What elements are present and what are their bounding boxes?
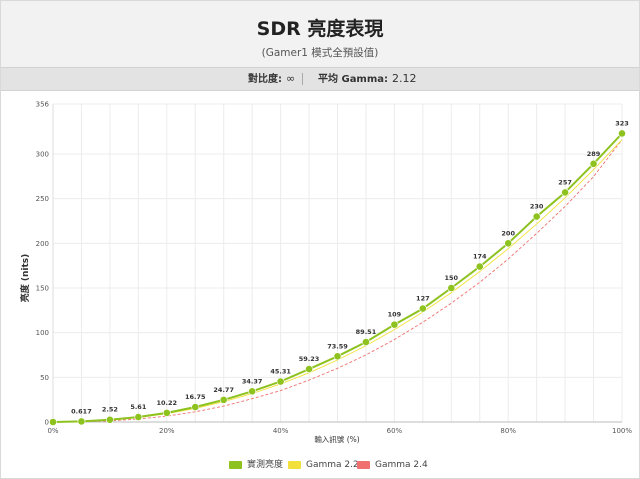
x-tick-label: 20% [159, 427, 175, 435]
legend-item-gamma22[interactable]: Gamma 2.2 [288, 459, 359, 473]
data-point-measured [418, 304, 427, 313]
chart-header: SDR 亮度表現 (Gamer1 模式全預設值) [1, 1, 639, 67]
info-separator [302, 73, 303, 85]
data-label-measured: 200 [501, 229, 515, 237]
x-tick-label: 0% [47, 427, 58, 435]
legend-swatch-gamma24 [357, 460, 370, 469]
x-tick-label: 60% [387, 427, 403, 435]
data-label-measured: 16.75 [185, 393, 206, 401]
contrast-value: ∞ [286, 72, 296, 85]
y-tick-label: 250 [36, 195, 49, 203]
data-point-measured [333, 352, 342, 361]
data-label-measured: 24.77 [213, 386, 234, 394]
contrast-label: 對比度: [248, 74, 282, 85]
legend-item-measured[interactable]: 實測亮度 [229, 459, 283, 473]
legend-label-gamma22: Gamma 2.2 [306, 460, 359, 470]
data-label-measured: 150 [445, 274, 459, 282]
chart-title: SDR 亮度表現 [256, 18, 384, 40]
data-point-measured [362, 338, 370, 346]
data-point-measured [475, 262, 484, 271]
data-label-measured: 73.59 [327, 342, 348, 350]
x-tick-label: 100% [612, 427, 632, 435]
data-point-measured [219, 395, 228, 404]
data-point-measured [532, 212, 541, 221]
data-label-measured: 257 [558, 178, 572, 186]
gamma-info: 平均 Gamma: 2.12 [318, 68, 417, 90]
legend-label-measured: 實測亮度 [247, 460, 284, 470]
y-tick-label: 150 [36, 285, 49, 293]
data-label-measured: 127 [416, 295, 430, 303]
data-point-measured [504, 239, 513, 248]
chart-subtitle: (Gamer1 模式全預設值) [261, 47, 379, 59]
data-label-measured: 323 [615, 119, 629, 127]
x-axis-title: 輸入訊號 (%) [314, 434, 359, 444]
y-tick-label: 300 [36, 151, 49, 159]
data-label-measured: 230 [530, 203, 544, 211]
data-label-measured: 174 [473, 253, 487, 261]
data-label-measured: 34.37 [242, 377, 263, 385]
x-tick-label: 80% [500, 427, 516, 435]
y-tick-label: 356 [36, 101, 50, 109]
contrast-info: 對比度: ∞ [248, 68, 295, 90]
data-point-measured [49, 418, 57, 426]
x-tick-label: 40% [273, 427, 289, 435]
data-point-measured [248, 387, 257, 396]
data-label-measured: 10.22 [157, 399, 178, 407]
data-label-measured: 89.51 [356, 328, 377, 336]
data-point-measured [134, 413, 143, 421]
data-label-measured: 0.617 [71, 407, 92, 415]
axes: 0 50 100 150 200 250 300 356 0% 20% 40% 60% 80% 100% [36, 101, 633, 436]
legend-item-gamma24[interactable]: Gamma 2.4 [357, 459, 428, 473]
data-label-measured: 45.31 [270, 368, 291, 376]
data-label-measured: 289 [587, 150, 601, 158]
data-point-measured [191, 403, 200, 411]
gamma-value: 2.12 [392, 72, 417, 85]
data-point-measured [276, 377, 285, 386]
data-point-measured [305, 365, 313, 373]
data-point-measured [561, 188, 569, 197]
data-label-measured: 2.52 [102, 406, 118, 414]
y-tick-label: 50 [40, 374, 49, 382]
legend-swatch-measured [229, 460, 242, 469]
data-label-measured: 5.61 [130, 403, 147, 411]
data-point-measured [589, 159, 598, 168]
gamma-label: 平均 Gamma: [318, 74, 389, 85]
info-bar: 對比度: ∞ 平均 Gamma: 2.12 [1, 67, 639, 91]
data-label-measured: 59.23 [299, 355, 320, 363]
y-axis-title: 亮度 (nits) [19, 254, 31, 303]
data-point-measured [77, 417, 86, 426]
data-point-measured [106, 415, 114, 424]
data-point-measured [618, 129, 626, 138]
y-tick-label: 100 [36, 329, 49, 337]
legend-swatch-gamma22 [288, 460, 301, 469]
grid-lines [52, 103, 623, 423]
legend-label-gamma24: Gamma 2.4 [375, 460, 428, 470]
chart-legend: 實測亮度 Gamma 2.2 Gamma 2.4 [1, 459, 639, 473]
data-point-measured [390, 320, 399, 329]
series-line-gamma24 [52, 139, 623, 423]
y-tick-label: 0 [45, 419, 49, 427]
data-point-measured [162, 408, 171, 417]
data-labels: 0.617 2.52 5.61 10.22 16.75 24.77 34.37 45.31 59… [71, 119, 629, 415]
data-label-measured: 109 [388, 311, 402, 319]
data-points [49, 129, 626, 426]
y-tick-label: 200 [36, 240, 49, 248]
data-point-measured [447, 284, 456, 292]
